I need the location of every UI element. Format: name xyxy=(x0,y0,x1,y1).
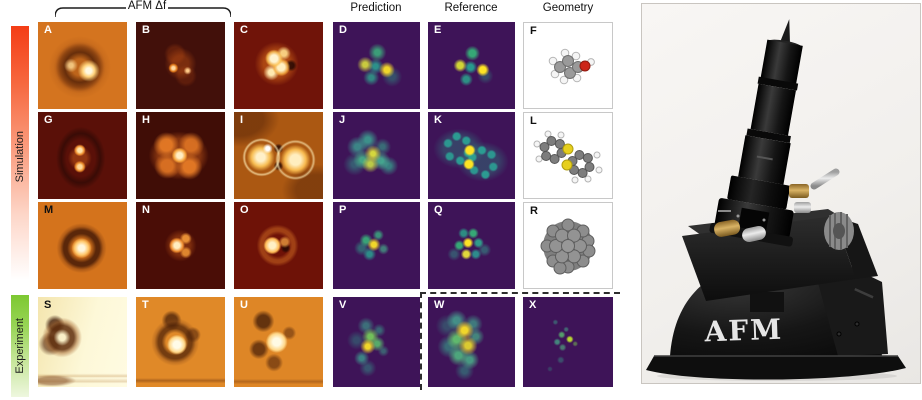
panel-w: W xyxy=(428,297,515,387)
afm-microscope-illustration: AFM xyxy=(646,19,906,381)
afm-instrument-photo: AFM xyxy=(641,3,921,384)
panel-letter: K xyxy=(434,114,442,126)
silver-front-toggle xyxy=(742,225,766,243)
panel-letter: L xyxy=(530,115,537,127)
panel-letter: J xyxy=(339,114,346,126)
microscope-tower xyxy=(709,19,803,247)
panel-r: R xyxy=(523,202,613,289)
molecule-geometry-r xyxy=(540,218,596,275)
panel-letter: I xyxy=(240,114,244,126)
panel-letter: F xyxy=(530,25,537,37)
panel-b: B xyxy=(136,22,225,109)
panel-letter: G xyxy=(44,114,53,126)
panel-letter: W xyxy=(434,299,445,311)
panel-letter: V xyxy=(339,299,347,311)
panel-a: A xyxy=(38,22,127,109)
panel-letter: P xyxy=(339,204,347,216)
panel-c: C xyxy=(234,22,323,109)
brass-front-knob xyxy=(714,219,741,237)
panel-n: N xyxy=(136,202,225,289)
panel-letter: Q xyxy=(434,204,443,216)
experiment-reference-divider-vertical xyxy=(420,292,422,390)
panel-m: M xyxy=(38,202,127,289)
panel-letter: T xyxy=(142,299,149,311)
panel-letter: S xyxy=(44,299,52,311)
silver-side-knob xyxy=(794,202,811,213)
experiment-reference-divider-horizontal xyxy=(420,292,620,294)
panel-letter: A xyxy=(44,24,52,36)
brass-side-knob xyxy=(789,184,809,198)
panel-letter: O xyxy=(240,204,249,216)
panel-letter: E xyxy=(434,24,442,36)
panel-h: H xyxy=(136,112,225,199)
panel-letter: C xyxy=(240,24,248,36)
panel-s: S xyxy=(38,297,127,387)
panel-letter: M xyxy=(44,204,54,216)
panel-letter: D xyxy=(339,24,347,36)
afm-bracket xyxy=(55,7,231,18)
row-label-experiment: Experiment xyxy=(14,318,26,374)
adjustment-knobs xyxy=(714,168,854,250)
panel-v: V xyxy=(333,297,420,387)
knurled-wheel xyxy=(824,212,854,250)
panel-j: J xyxy=(333,112,420,199)
panel-letter: N xyxy=(142,204,150,216)
panel-x: X xyxy=(523,297,613,387)
column-header-geometry: Geometry xyxy=(542,2,594,14)
panel-u: U xyxy=(234,297,323,387)
column-header-prediction: Prediction xyxy=(350,2,402,14)
panel-letter: H xyxy=(142,114,150,126)
molecule-geometry-l xyxy=(533,130,603,184)
panel-g: G xyxy=(38,112,127,199)
panel-letter: X xyxy=(529,299,537,311)
column-header-reference: Reference xyxy=(444,2,498,14)
panel-letter: R xyxy=(530,205,538,217)
panel-f: F xyxy=(523,22,613,109)
simulation-colorbar: Simulation xyxy=(11,26,29,288)
panel-letter: U xyxy=(240,299,248,311)
lever-knob xyxy=(810,168,840,190)
panel-l: L xyxy=(523,112,613,199)
molecule-geometry-f xyxy=(548,48,595,85)
panel-i: I xyxy=(234,112,323,199)
row-label-simulation: Simulation xyxy=(14,131,26,183)
panel-e: E xyxy=(428,22,515,109)
panel-t: T xyxy=(136,297,225,387)
panel-d: D xyxy=(333,22,420,109)
panel-q: Q xyxy=(428,202,515,289)
panel-p: P xyxy=(333,202,420,289)
panel-o: O xyxy=(234,202,323,289)
instrument-label: AFM xyxy=(703,313,784,349)
experiment-colorbar: Experiment xyxy=(11,295,29,397)
column-header-afm: AFM Δf xyxy=(127,0,167,12)
panel-k: K xyxy=(428,112,515,199)
panel-letter: B xyxy=(142,24,150,36)
